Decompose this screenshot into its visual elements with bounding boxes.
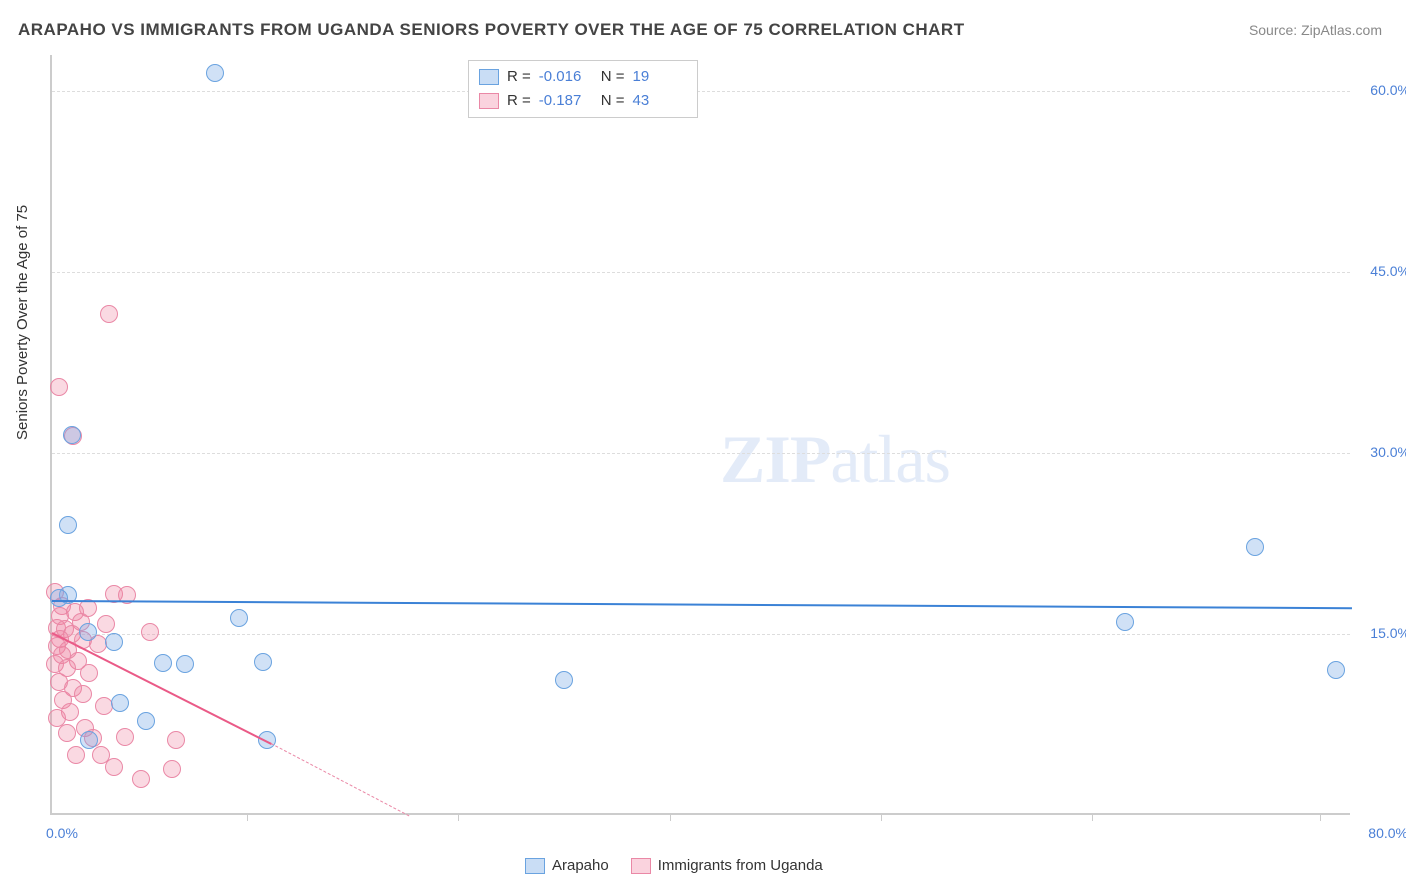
n-label: N = [601, 89, 625, 113]
data-point [59, 516, 77, 534]
data-point [230, 609, 248, 627]
data-point [105, 633, 123, 651]
swatch-icon [525, 858, 545, 874]
data-point [100, 305, 118, 323]
data-point [163, 760, 181, 778]
r-label: R = [507, 89, 531, 113]
x-tick-label: 80.0% [1368, 825, 1406, 841]
data-point [1116, 613, 1134, 631]
x-tick [458, 813, 459, 821]
data-point [137, 712, 155, 730]
legend-label: Arapaho [552, 857, 609, 874]
plot-area: 15.0%30.0%45.0%60.0%0.0%80.0% [50, 55, 1350, 815]
data-point [1246, 538, 1264, 556]
legend-item-uganda: Immigrants from Uganda [631, 857, 823, 874]
data-point [176, 655, 194, 673]
data-point [116, 728, 134, 746]
series-legend: Arapaho Immigrants from Uganda [525, 857, 823, 874]
data-point [67, 746, 85, 764]
n-value: 43 [633, 89, 687, 113]
gridline [52, 453, 1350, 454]
data-point [154, 654, 172, 672]
data-point [555, 671, 573, 689]
chart-title: ARAPAHO VS IMMIGRANTS FROM UGANDA SENIOR… [18, 20, 965, 40]
data-point [50, 589, 68, 607]
swatch-icon [479, 69, 499, 85]
data-point [132, 770, 150, 788]
x-tick [670, 813, 671, 821]
data-point [97, 615, 115, 633]
y-tick-label: 45.0% [1355, 263, 1406, 279]
n-value: 19 [633, 65, 687, 89]
r-value: -0.016 [539, 65, 593, 89]
r-label: R = [507, 65, 531, 89]
legend-label: Immigrants from Uganda [658, 857, 823, 874]
x-tick [1092, 813, 1093, 821]
source-attribution: Source: ZipAtlas.com [1249, 22, 1382, 38]
data-point [58, 724, 76, 742]
x-tick [1320, 813, 1321, 821]
gridline [52, 634, 1350, 635]
x-tick [881, 813, 882, 821]
data-point [80, 664, 98, 682]
y-tick-label: 30.0% [1355, 444, 1406, 460]
trend-line [52, 600, 1352, 609]
gridline [52, 91, 1350, 92]
data-point [111, 694, 129, 712]
y-tick-label: 60.0% [1355, 82, 1406, 98]
data-point [141, 623, 159, 641]
stats-row-arapaho: R = -0.016 N = 19 [479, 65, 687, 89]
data-point [50, 378, 68, 396]
gridline [52, 272, 1350, 273]
data-point [254, 653, 272, 671]
y-axis-label: Seniors Poverty Over the Age of 75 [14, 205, 31, 440]
trend-line [271, 743, 410, 816]
n-label: N = [601, 65, 625, 89]
data-point [105, 758, 123, 776]
data-point [79, 623, 97, 641]
data-point [74, 685, 92, 703]
swatch-icon [479, 93, 499, 109]
y-tick-label: 15.0% [1355, 625, 1406, 641]
legend-item-arapaho: Arapaho [525, 857, 609, 874]
stats-row-uganda: R = -0.187 N = 43 [479, 89, 687, 113]
data-point [206, 64, 224, 82]
x-tick-label: 0.0% [46, 825, 78, 841]
data-point [167, 731, 185, 749]
data-point [63, 426, 81, 444]
data-point [1327, 661, 1345, 679]
r-value: -0.187 [539, 89, 593, 113]
swatch-icon [631, 858, 651, 874]
correlation-stats-box: R = -0.016 N = 19 R = -0.187 N = 43 [468, 60, 698, 118]
x-tick [247, 813, 248, 821]
